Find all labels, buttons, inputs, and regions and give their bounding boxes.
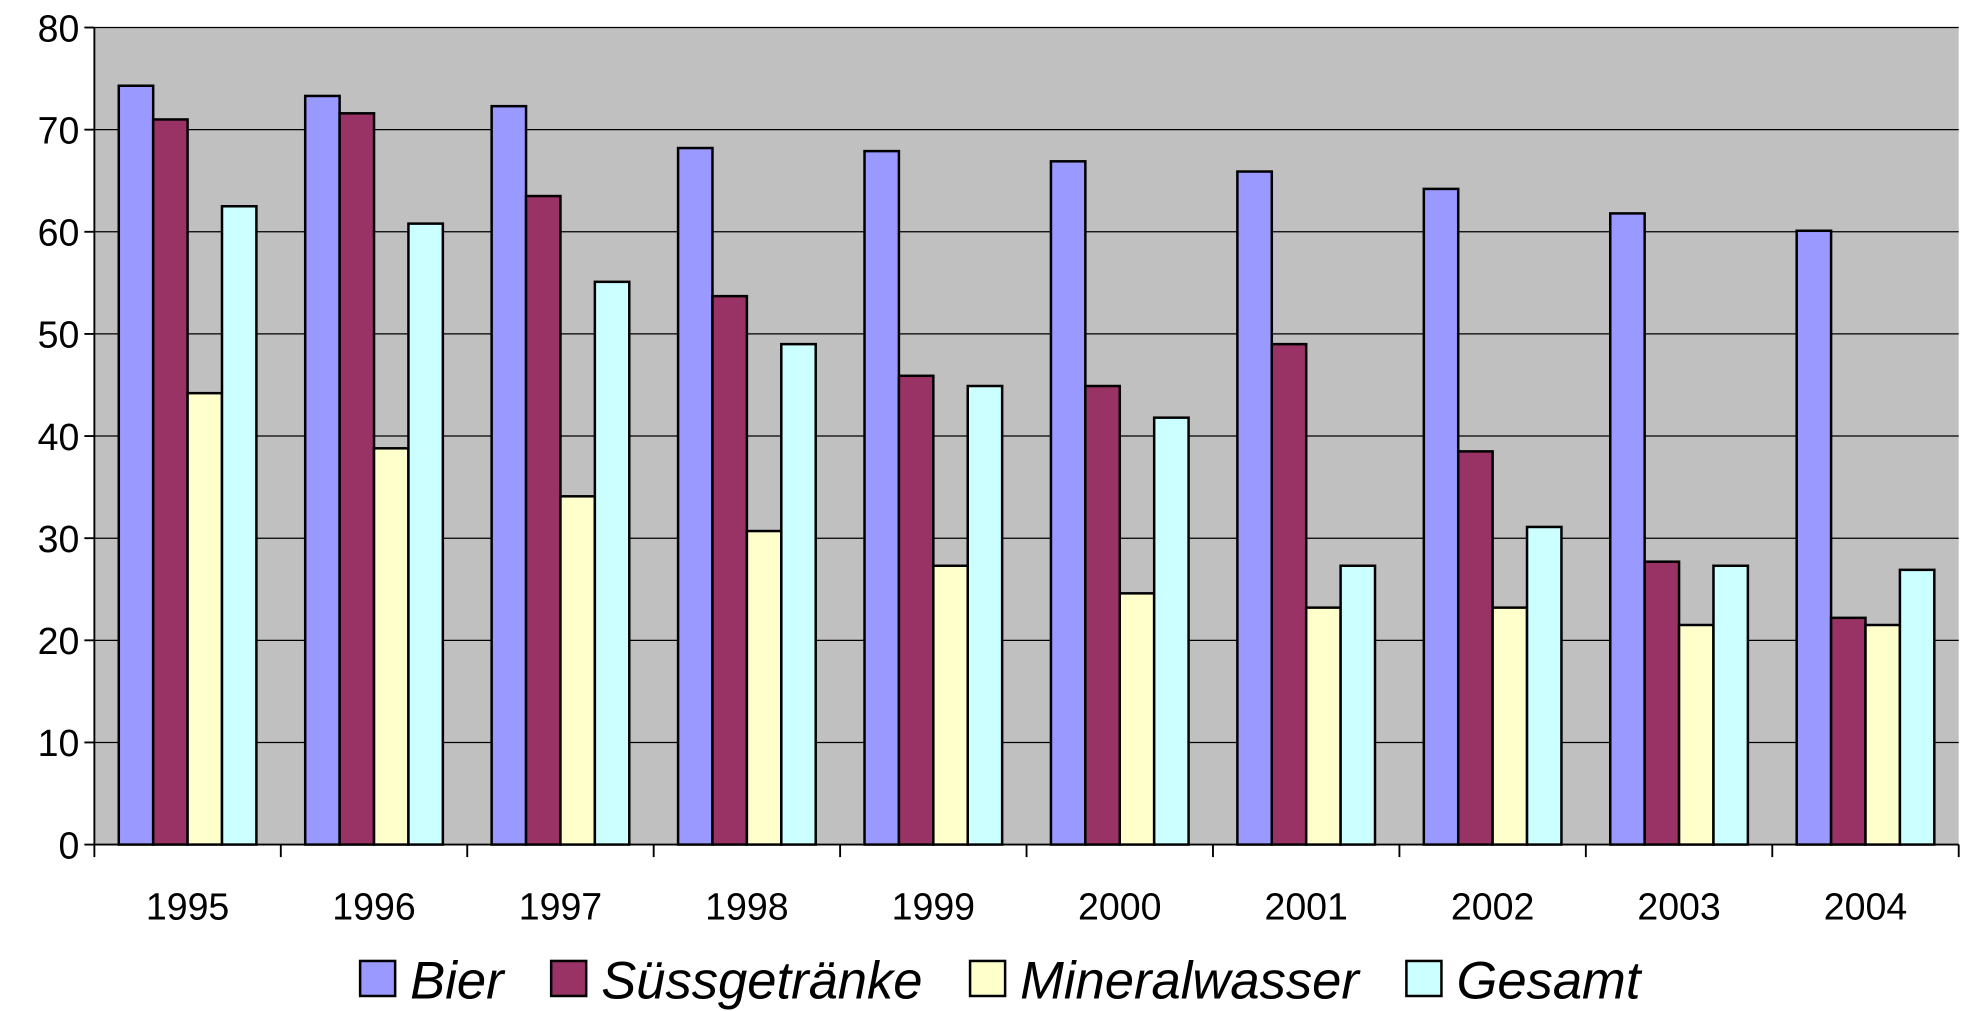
bar xyxy=(1118,592,1156,846)
legend-swatch xyxy=(358,959,397,998)
legend-label: Gesamt xyxy=(1456,951,1642,1010)
bar xyxy=(863,149,901,846)
bar xyxy=(1270,342,1308,846)
bar xyxy=(897,374,935,846)
x-tick-label: 1996 xyxy=(332,886,415,928)
y-tick-label: 20 xyxy=(38,620,80,662)
legend-label: Süssgetränke xyxy=(601,951,922,1010)
bar xyxy=(524,194,562,846)
bar xyxy=(966,384,1004,846)
bar xyxy=(372,447,410,846)
bar xyxy=(1677,623,1715,846)
x-tick-label: 2002 xyxy=(1451,886,1534,928)
bar xyxy=(1084,384,1122,846)
bar xyxy=(186,391,224,846)
bar xyxy=(559,495,597,846)
x-tick-label: 1998 xyxy=(705,886,788,928)
x-tick-label: 2004 xyxy=(1824,886,1907,928)
bar xyxy=(1304,606,1342,846)
y-tick-label: 40 xyxy=(38,416,80,458)
bar xyxy=(1898,568,1936,846)
bar xyxy=(220,205,258,846)
legend-swatch xyxy=(549,959,588,998)
bar xyxy=(1152,416,1190,846)
legend-label: Bier xyxy=(410,951,506,1010)
x-tick-label: 1999 xyxy=(892,886,975,928)
y-tick-label: 0 xyxy=(58,824,79,866)
bar xyxy=(1456,450,1494,846)
bar xyxy=(1864,623,1902,846)
legend-swatch xyxy=(968,959,1007,998)
bar xyxy=(1643,560,1681,846)
legend-label: Mineralwasser xyxy=(1020,951,1361,1010)
bar xyxy=(1712,564,1750,846)
y-tick-label: 70 xyxy=(38,109,80,151)
bar xyxy=(1829,616,1867,846)
bar xyxy=(151,118,189,846)
bar xyxy=(1525,525,1563,846)
y-tick-label: 30 xyxy=(38,518,80,560)
y-tick-label: 10 xyxy=(38,722,80,764)
bar xyxy=(745,529,783,846)
bar xyxy=(1795,229,1833,846)
legend-swatch xyxy=(1405,959,1443,998)
x-tick-label: 1997 xyxy=(519,886,602,928)
x-tick-label: 2000 xyxy=(1078,886,1161,928)
bar xyxy=(676,146,714,846)
bar xyxy=(711,294,749,846)
bar xyxy=(780,342,817,846)
y-tick-label: 60 xyxy=(38,212,80,254)
y-tick-label: 80 xyxy=(38,7,80,49)
bar xyxy=(1339,564,1377,846)
x-tick-label: 2003 xyxy=(1637,886,1720,928)
y-tick-label: 50 xyxy=(38,314,80,356)
bar xyxy=(932,564,969,846)
bar xyxy=(1049,160,1087,846)
x-tick-label: 2001 xyxy=(1264,886,1347,928)
bar xyxy=(338,112,376,846)
bar xyxy=(593,280,631,846)
x-tick-label: 1995 xyxy=(146,886,229,928)
bar xyxy=(303,94,341,846)
bar xyxy=(1236,170,1274,846)
bar xyxy=(1422,187,1460,846)
bar xyxy=(407,222,445,846)
bar xyxy=(1608,212,1646,846)
bar xyxy=(1491,606,1529,846)
bar xyxy=(490,104,528,846)
bar xyxy=(117,84,155,846)
